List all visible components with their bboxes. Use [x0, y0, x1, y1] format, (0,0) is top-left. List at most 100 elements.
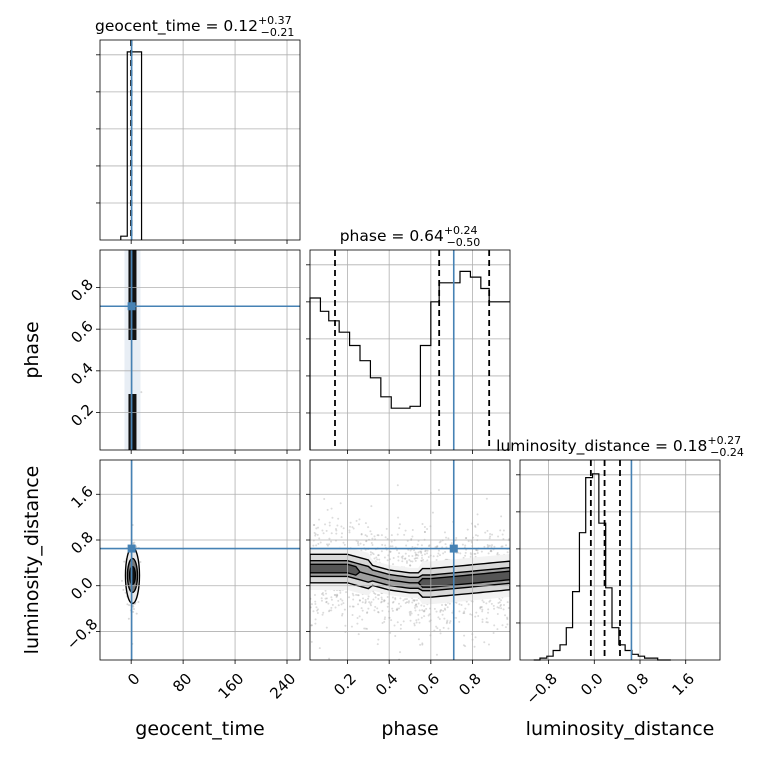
sample-point — [399, 605, 402, 608]
sample-point — [369, 530, 372, 533]
sample-point — [442, 626, 445, 629]
sample-point — [362, 543, 365, 546]
sample-point — [377, 611, 380, 614]
sample-point — [369, 553, 372, 556]
sample-point — [446, 606, 449, 609]
sample-point — [396, 608, 399, 611]
sample-point — [316, 533, 319, 536]
sample-point — [424, 550, 427, 553]
sample-point — [352, 598, 355, 601]
sample-point — [435, 559, 438, 562]
sample-point — [336, 524, 339, 527]
sample-point — [450, 542, 453, 545]
sample-point — [404, 552, 407, 555]
sample-point — [479, 607, 482, 610]
sample-point — [348, 525, 351, 528]
sample-point — [496, 553, 499, 556]
sample-point — [488, 537, 491, 540]
sample-point — [330, 598, 333, 601]
sample-point — [411, 545, 414, 548]
sample-point — [335, 594, 338, 597]
sample-point — [473, 552, 476, 555]
sample-point — [408, 600, 411, 603]
sample-point — [463, 612, 466, 615]
sample-point — [351, 605, 354, 608]
sample-point — [406, 601, 409, 604]
sample-point — [391, 545, 394, 548]
sample-point — [342, 527, 345, 530]
sample-point — [389, 550, 392, 553]
sample-point — [314, 534, 317, 537]
sample-point — [405, 561, 408, 564]
sample-point — [447, 537, 450, 540]
sample-point — [413, 606, 416, 609]
sample-point — [491, 533, 494, 536]
sample-point — [413, 599, 416, 602]
sample-point — [422, 558, 425, 561]
sample-point — [463, 610, 466, 613]
sample-point — [350, 625, 353, 628]
sample-point — [445, 536, 448, 539]
sample-point — [314, 618, 317, 621]
sample-point — [330, 507, 333, 510]
sample-point — [358, 599, 361, 602]
sample-point — [479, 606, 482, 609]
sample-point — [345, 591, 348, 594]
sample-point — [422, 610, 425, 613]
sample-point — [403, 533, 406, 536]
sample-point — [374, 605, 377, 608]
sample-point — [427, 555, 430, 558]
sample-point — [384, 536, 387, 539]
sample-point — [361, 601, 364, 604]
sample-point — [399, 627, 402, 630]
sample-point — [361, 618, 364, 621]
sample-point — [326, 543, 329, 546]
sample-point — [411, 555, 414, 558]
sample-point — [351, 592, 354, 595]
sample-point — [322, 594, 325, 597]
sample-point — [411, 560, 414, 563]
sample-point — [369, 602, 372, 605]
sample-point — [324, 523, 327, 526]
sample-point — [474, 615, 477, 618]
sample-point — [502, 529, 505, 532]
sample-point — [506, 623, 509, 626]
sample-point — [410, 612, 413, 615]
sample-point — [318, 647, 321, 650]
sample-point — [396, 621, 399, 624]
sample-point — [376, 607, 379, 610]
sample-point — [314, 603, 317, 606]
sample-point — [361, 609, 364, 612]
sample-point — [377, 638, 380, 641]
sample-point — [321, 593, 324, 596]
sample-point — [415, 603, 418, 606]
sample-point — [377, 534, 380, 537]
sample-point — [420, 551, 423, 554]
sample-point — [392, 557, 395, 560]
sample-point — [408, 612, 411, 615]
sample-point — [435, 625, 438, 628]
sample-point — [486, 529, 489, 532]
sample-point — [357, 542, 360, 545]
sample-point — [414, 609, 417, 612]
sample-point — [444, 551, 447, 554]
sample-point — [396, 484, 399, 487]
sample-point — [467, 603, 470, 606]
sample-point — [362, 597, 365, 600]
sample-point — [370, 601, 373, 604]
sample-point — [315, 544, 318, 547]
sample-point — [327, 602, 330, 605]
density-contour — [128, 565, 137, 586]
sample-point — [417, 602, 420, 605]
sample-point — [505, 544, 508, 547]
sample-point — [463, 634, 466, 637]
sample-point — [140, 391, 143, 394]
sample-point — [414, 557, 417, 560]
sample-point — [377, 597, 380, 600]
sample-point — [364, 522, 367, 525]
sample-point — [325, 597, 328, 600]
sample-point — [434, 546, 437, 549]
sample-point — [337, 599, 340, 602]
sample-point — [409, 610, 412, 613]
sample-point — [496, 612, 499, 615]
